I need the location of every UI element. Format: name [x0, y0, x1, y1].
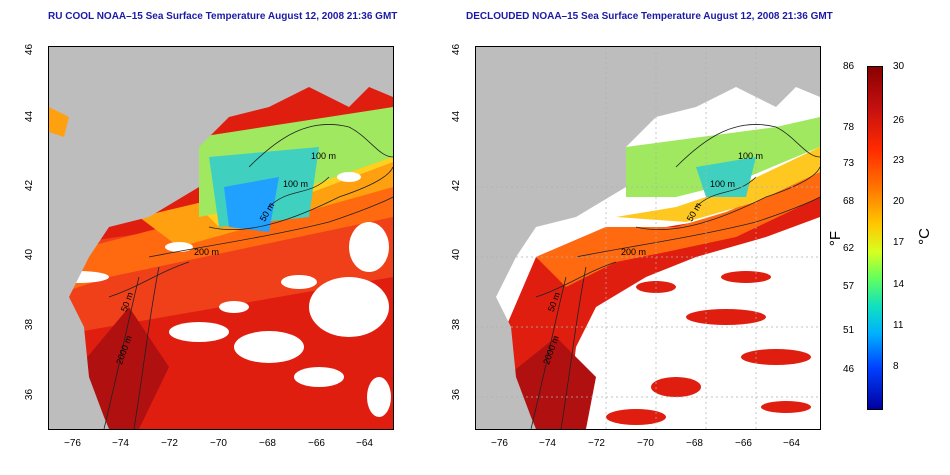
colorbar-f-label: 46 — [843, 364, 855, 375]
colorbar-c-label: 26 — [893, 115, 905, 126]
contour-label: 100 m — [283, 179, 309, 189]
colorbar-c-label: 23 — [893, 155, 905, 166]
colorbar-f-label: 68 — [843, 196, 855, 207]
colorbar-c-label: 30 — [893, 61, 905, 72]
x-tick-label: −70 — [637, 438, 654, 449]
right-sst-map: 100 m 100 m 50 m 200 m 50 m 2000 m — [475, 46, 821, 430]
y-tick-label: 42 — [451, 179, 463, 192]
colorbar-f-label: 78 — [843, 122, 855, 133]
x-tick-label: −70 — [210, 438, 227, 449]
contour-label: 100 m — [710, 179, 736, 189]
x-tick-label: −76 — [491, 438, 508, 449]
right-map-image — [476, 47, 820, 429]
contour-label: 200 m — [621, 247, 647, 257]
x-tick-label: −72 — [588, 438, 605, 449]
celsius-unit: °C — [915, 228, 933, 245]
colorbar-c-label: 17 — [893, 237, 905, 248]
contour-label: 100 m — [311, 151, 337, 161]
colorbar-f-label: 57 — [843, 281, 855, 292]
temperature-colorbar — [867, 66, 883, 410]
colorbar-f-label: 62 — [843, 243, 855, 254]
colorbar-c-label: 8 — [893, 361, 899, 372]
colorbar-c-label: 20 — [893, 196, 905, 207]
y-tick-label: 44 — [451, 110, 463, 123]
fahrenheit-unit: °F — [827, 230, 845, 247]
y-tick-label: 46 — [451, 43, 463, 56]
colorbar-f-label: 86 — [843, 61, 855, 72]
x-tick-label: −66 — [308, 438, 325, 449]
x-tick-label: −64 — [783, 438, 800, 449]
y-tick-label: 40 — [451, 248, 463, 261]
x-tick-label: −74 — [112, 438, 129, 449]
y-tick-label: 36 — [451, 388, 463, 401]
y-tick-label: 38 — [451, 318, 463, 331]
right-map-title: DECLOUDED NOAA–15 Sea Surface Temperatur… — [466, 11, 833, 22]
left-map-title: RU COOL NOAA–15 Sea Surface Temperature … — [48, 11, 398, 22]
colorbar-c-label: 11 — [893, 320, 904, 331]
colorbar-f-label: 73 — [843, 158, 855, 169]
y-tick-label: 40 — [24, 248, 36, 261]
y-tick-label: 38 — [24, 318, 36, 331]
x-tick-label: −76 — [64, 438, 81, 449]
colorbar-f-label: 51 — [843, 325, 855, 336]
contour-label: 100 m — [738, 151, 764, 161]
x-tick-label: −66 — [735, 438, 752, 449]
left-sst-map: 100 m 100 m 50 m 200 m 50 m 2000 m — [48, 46, 394, 430]
y-tick-label: 42 — [24, 179, 36, 192]
y-tick-label: 36 — [24, 388, 36, 401]
y-tick-label: 44 — [24, 110, 36, 123]
x-tick-label: −72 — [161, 438, 178, 449]
x-tick-label: −74 — [539, 438, 556, 449]
contour-label: 200 m — [194, 247, 220, 257]
left-map-image — [49, 47, 393, 429]
colorbar-c-label: 14 — [893, 279, 905, 290]
x-tick-label: −64 — [356, 438, 373, 449]
y-tick-label: 46 — [24, 43, 36, 56]
x-tick-label: −68 — [259, 438, 276, 449]
x-tick-label: −68 — [686, 438, 703, 449]
